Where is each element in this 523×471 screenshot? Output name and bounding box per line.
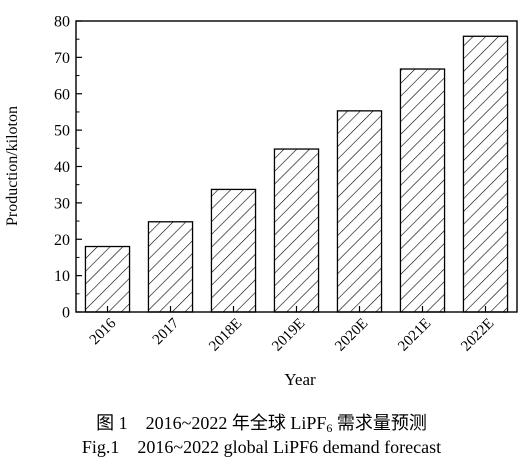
caption-text-cn: 2016~2022 年全球 LiPF xyxy=(145,413,327,433)
y-tick-label: 10 xyxy=(54,268,70,285)
x-tick-label: 2022E xyxy=(458,316,497,355)
caption-number-cn: 图 1 xyxy=(96,413,128,433)
figure-caption-chinese: 图 1 2016~2022 年全球 LiPF6 需求量预测 xyxy=(0,409,523,436)
y-tick-label: 20 xyxy=(54,232,70,249)
bar-2017 xyxy=(147,221,194,313)
x-tick-label: 2016 xyxy=(87,315,120,348)
bar-2021E xyxy=(399,68,446,313)
y-tick-label: 80 xyxy=(54,14,70,31)
bar-chart: 0 10 20 30 40 50 60 70 80 2016 2017 2018E 2019E 2020E… xyxy=(4,14,518,389)
x-tick-label: 2017 xyxy=(150,315,183,348)
caption-text-en: 2016~2022 global LiPF6 demand forecast xyxy=(137,437,442,457)
caption-text-cn-rest: 需求量预测 xyxy=(332,413,427,433)
bar-2019E xyxy=(273,148,320,313)
y-tick-label: 40 xyxy=(54,159,70,176)
x-tick-label: 2018E xyxy=(206,316,245,355)
y-axis-label: Production/kiloton xyxy=(4,106,21,226)
x-axis-label: Year xyxy=(284,370,316,389)
x-tick-label: 2021E xyxy=(395,316,434,355)
y-tick-label: 0 xyxy=(62,305,70,322)
plot-area: 0 10 20 30 40 50 60 70 80 2016 2017 2018E 2019E 2020E… xyxy=(54,14,518,355)
bar-2020E xyxy=(336,110,383,313)
x-tick-label: 2020E xyxy=(332,316,371,355)
figure-caption-english: Fig.1 2016~2022 global LiPF6 demand forec… xyxy=(0,437,523,458)
bar-2018E xyxy=(210,188,257,313)
caption-subscript: 6 xyxy=(326,421,333,435)
y-tick-label: 30 xyxy=(54,195,70,212)
y-tick-label: 60 xyxy=(54,86,70,103)
x-tick-label: 2019E xyxy=(269,316,308,355)
caption-number-en: Fig.1 xyxy=(81,437,120,457)
bar-2022E xyxy=(462,35,509,313)
y-tick-label: 70 xyxy=(54,50,70,67)
y-tick-label: 50 xyxy=(54,123,70,140)
bar-2016 xyxy=(84,245,131,313)
